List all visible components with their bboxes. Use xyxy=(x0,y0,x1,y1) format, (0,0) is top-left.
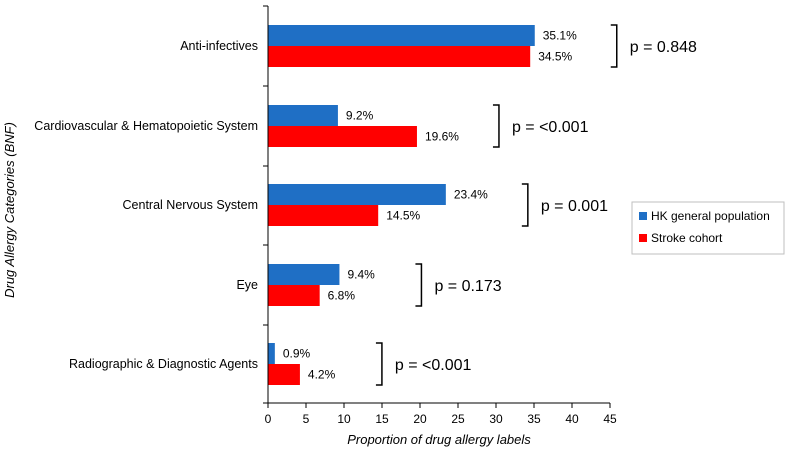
x-tick-label: 30 xyxy=(489,412,503,426)
data-label: 35.1% xyxy=(543,29,577,43)
bar-hk-general-population xyxy=(268,343,275,364)
data-label: 6.8% xyxy=(328,289,356,303)
x-tick-label: 45 xyxy=(603,412,617,426)
bar-stroke-cohort xyxy=(268,126,417,147)
data-label: 0.9% xyxy=(283,347,311,361)
data-label: 34.5% xyxy=(538,50,572,64)
data-label: 9.4% xyxy=(347,268,375,282)
legend-swatch-hk xyxy=(639,212,647,220)
bar-stroke-cohort xyxy=(268,285,320,306)
x-tick-label: 5 xyxy=(303,412,310,426)
data-label: 23.4% xyxy=(454,188,488,202)
category-label: Eye xyxy=(236,278,258,292)
data-label: 9.2% xyxy=(346,109,374,123)
x-tick-label: 0 xyxy=(265,412,272,426)
data-labels-layer: 35.1% 34.5% 9.2% 19.6% 23.4% 14.5% 9.4% 6.8% 0.9… xyxy=(283,29,577,382)
legend: HK general population Stroke cohort xyxy=(631,201,785,255)
p-value-label: p = 0.848 xyxy=(630,39,697,56)
x-tick-label: 15 xyxy=(375,412,389,426)
p-value-label: p = <0.001 xyxy=(512,119,589,136)
bar-hk-general-population xyxy=(268,264,340,285)
category-label: Cardiovascular & Hematopoietic System xyxy=(34,119,258,133)
bar-stroke-cohort xyxy=(268,46,531,67)
p-value-label: p = 0.001 xyxy=(541,198,608,215)
category-label: Central Nervous System xyxy=(123,198,258,212)
legend-label-stroke: Stroke cohort xyxy=(651,231,723,245)
p-value-bracket xyxy=(375,342,383,386)
category-label: Radiographic & Diagnostic Agents xyxy=(69,357,258,371)
p-value-bracket xyxy=(521,183,529,227)
category-label: Anti-infectives xyxy=(180,39,258,53)
data-label: 14.5% xyxy=(386,209,420,223)
p-value-label: p = <0.001 xyxy=(395,357,472,374)
data-label: 4.2% xyxy=(308,368,336,382)
bars-layer xyxy=(268,25,535,385)
p-value-bracket xyxy=(610,24,618,68)
data-label: 19.6% xyxy=(425,130,459,144)
p-value-brackets: p = 0.848 p = <0.001 p = 0.001 p = 0.173 p =… xyxy=(375,24,697,386)
bar-stroke-cohort xyxy=(268,364,300,385)
x-tick-label: 10 xyxy=(337,412,351,426)
bar-hk-general-population xyxy=(268,25,535,46)
bar-hk-general-population xyxy=(268,184,446,205)
y-axis-title: Drug Allergy Categories (BNF) xyxy=(2,122,17,298)
p-value-label: p = 0.173 xyxy=(434,278,501,295)
p-value-bracket xyxy=(492,104,500,148)
x-tick-label: 25 xyxy=(451,412,465,426)
legend-label-hk: HK general population xyxy=(651,209,770,223)
x-axis-title: Proportion of drug allergy labels xyxy=(347,432,531,447)
bar-stroke-cohort xyxy=(268,205,379,226)
x-tick-label: 20 xyxy=(413,412,427,426)
bar-hk-general-population xyxy=(268,105,338,126)
p-value-bracket xyxy=(415,263,423,307)
legend-swatch-stroke xyxy=(639,234,647,242)
legend-box xyxy=(631,201,785,255)
axes: 0 5 10 15 20 25 30 35 40 45 xyxy=(263,5,617,426)
x-tick-label: 35 xyxy=(527,412,541,426)
category-labels: Anti-infectives Cardiovascular & Hematopo… xyxy=(34,39,258,371)
x-tick-label: 40 xyxy=(565,412,579,426)
